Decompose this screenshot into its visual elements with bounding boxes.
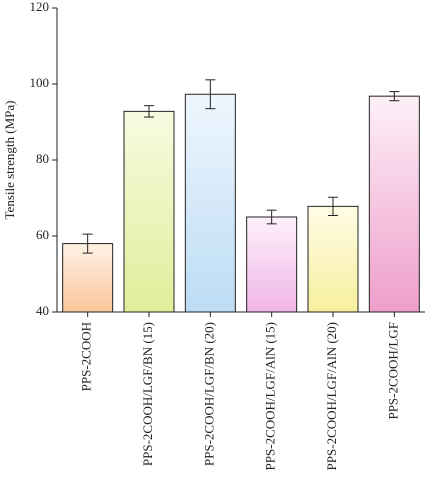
x-tick-label: PPS-2COOH	[79, 322, 94, 391]
y-tick-label: 120	[30, 0, 50, 14]
x-tick-label: PPS-2COOH/LGF/BN (15)	[140, 322, 155, 466]
bar-3	[184, 93, 236, 313]
bar-4	[246, 216, 298, 313]
y-axis-label: Tensile strength (MPa)	[2, 101, 17, 220]
x-tick-label: PPS-2COOH/LGF/AlN (20)	[324, 322, 339, 470]
x-tick-label: PPS-2COOH/LGF	[385, 322, 400, 420]
y-tick-label: 40	[36, 303, 49, 318]
error-bar-1	[82, 233, 93, 254]
x-tick-label: PPS-2COOH/LGF/AlN (15)	[263, 322, 278, 470]
error-bar-4	[266, 209, 277, 225]
error-bar-5	[328, 196, 338, 216]
y-tick-label: 100	[30, 75, 50, 90]
y-tick-label: 80	[36, 151, 49, 166]
bar-1	[62, 243, 114, 313]
bar-2	[123, 110, 175, 313]
y-tick-label: 60	[36, 227, 49, 242]
error-bar-6	[389, 91, 400, 102]
error-bar-2	[144, 105, 154, 118]
bar-5	[307, 205, 359, 313]
error-bar-3	[205, 79, 216, 110]
x-tick-label: PPS-2COOH/LGF/BN (20)	[201, 322, 216, 466]
bar-6	[368, 95, 420, 313]
